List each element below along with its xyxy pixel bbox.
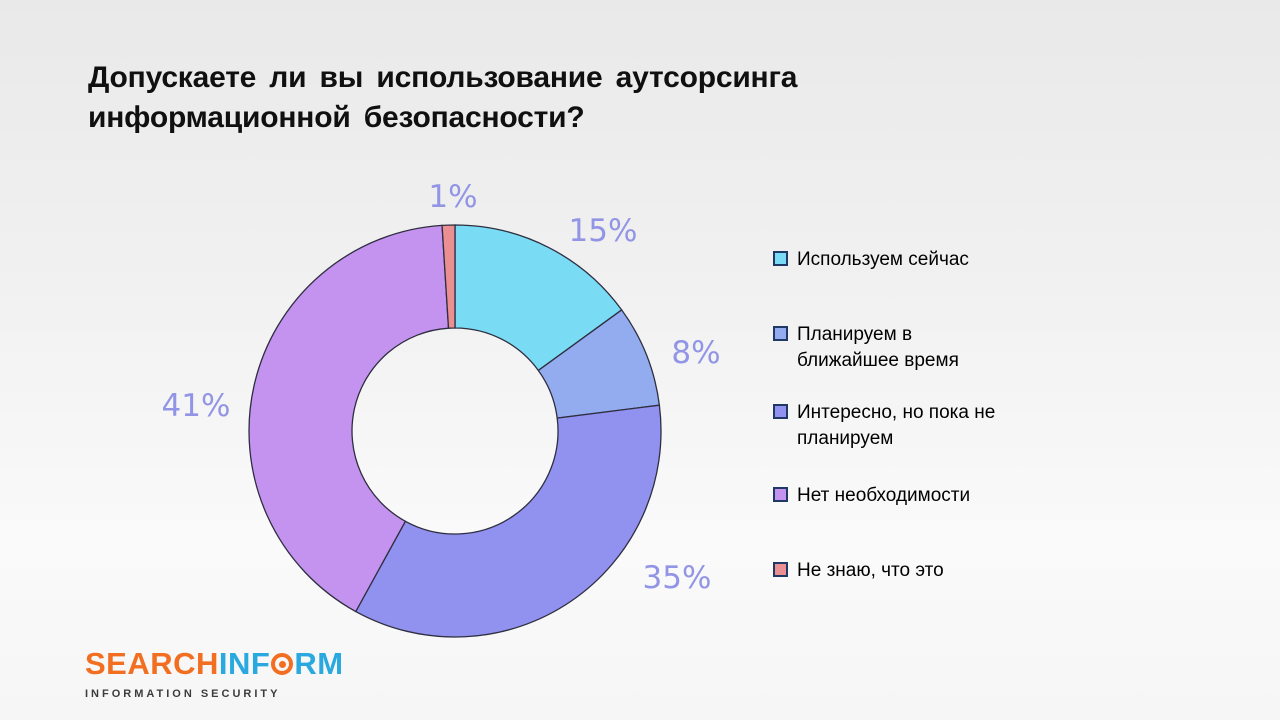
legend-swatch-icon bbox=[773, 404, 788, 419]
legend-item-interested: Интересно, но пока не планируем bbox=[773, 400, 1023, 452]
donut-slice bbox=[441, 224, 456, 329]
legend-label: Планируем в ближайшее время bbox=[797, 324, 959, 371]
legend-item-no-need: Нет необходимости bbox=[773, 483, 1023, 509]
legend-label: Интересно, но пока не планируем bbox=[797, 402, 996, 449]
logo-subtitle: INFORMATION SECURITY bbox=[85, 688, 281, 700]
logo-wordmark: SEARCH INF RM bbox=[85, 646, 344, 682]
legend-item-planning-soon: Планируем в ближайшее время bbox=[773, 322, 1023, 374]
logo-text-inf: INF bbox=[218, 646, 271, 681]
legend-label: Используем сейчас bbox=[797, 249, 969, 270]
searchinform-logo: SEARCH INF RM INFORMATION SECURITY bbox=[85, 646, 344, 700]
percent-label-using-now: 15% bbox=[568, 213, 638, 249]
logo-text-rm: RM bbox=[294, 646, 344, 681]
donut-slice bbox=[354, 404, 662, 638]
legend-label: Не знаю, что это bbox=[797, 560, 944, 581]
donut-slice bbox=[248, 224, 450, 613]
legend-item-dont-know: Не знаю, что это bbox=[773, 558, 1023, 584]
percent-label-dont-know: 1% bbox=[428, 179, 478, 215]
legend-swatch-icon bbox=[773, 487, 788, 502]
logo-text-search: SEARCH bbox=[85, 646, 219, 681]
donut-slice bbox=[454, 224, 623, 372]
legend-swatch-icon bbox=[773, 251, 788, 266]
legend-label: Нет необходимости bbox=[797, 485, 971, 506]
percent-label-planning-soon: 8% bbox=[671, 335, 721, 371]
legend-swatch-icon bbox=[773, 326, 788, 341]
logo-lens-dot-icon bbox=[278, 660, 286, 668]
page-title: Допускаете ли вы использование аутсорсин… bbox=[88, 61, 798, 134]
legend-swatch-icon bbox=[773, 562, 788, 577]
logo-lens-o-icon bbox=[271, 653, 294, 675]
percent-label-no-need: 41% bbox=[161, 388, 231, 424]
legend-item-using-now: Используем сейчас bbox=[773, 247, 1023, 273]
percent-label-interested: 35% bbox=[642, 560, 712, 596]
